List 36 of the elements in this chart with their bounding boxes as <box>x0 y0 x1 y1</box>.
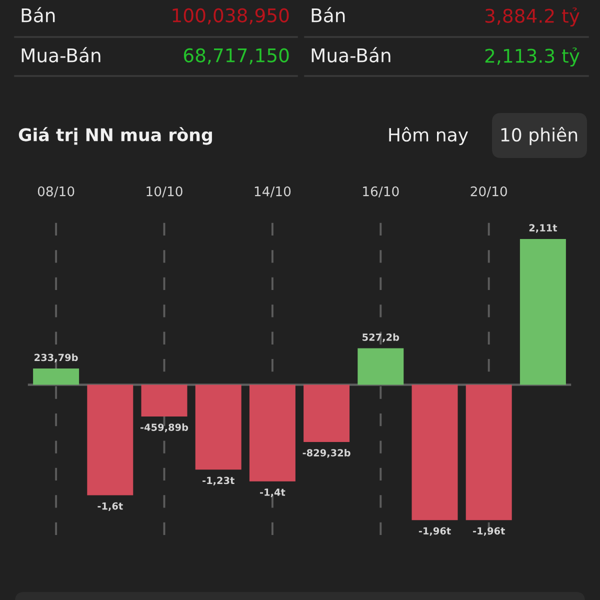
bar <box>141 384 188 416</box>
bar <box>358 348 404 385</box>
bar <box>520 238 566 385</box>
text: 68,717,150 <box>184 48 289 64</box>
data-label: -1,4t <box>260 488 286 498</box>
text: Bán <box>312 7 345 22</box>
data-label: -1,96t <box>418 527 451 536</box>
data-label: 233,79b <box>34 354 78 362</box>
x-tick-label: 08/10 <box>38 186 74 198</box>
text: Hôm nay <box>389 126 468 146</box>
text: 10 phiên <box>501 126 578 146</box>
bar <box>195 384 242 470</box>
text: 2,113.3 tỷ <box>485 47 580 67</box>
bar <box>249 384 296 482</box>
x-tick-label: 14/10 <box>254 186 291 198</box>
bar <box>466 384 512 520</box>
data-label: -459,89b <box>140 423 188 432</box>
bar <box>33 368 80 385</box>
chart-title: Giá trị NN mua ròng <box>18 127 212 145</box>
data-label: 2,11t <box>529 224 558 233</box>
text: Mua-Bán <box>22 47 100 62</box>
data-label: -829,32b <box>302 448 350 458</box>
text: 100,038,950 <box>172 8 289 24</box>
data-label: 527,2b <box>362 333 400 342</box>
data-label: -1,96t <box>473 527 505 536</box>
x-tick-label: 16/10 <box>363 186 399 198</box>
text: Mua-Bán <box>312 47 390 62</box>
data-label: -1,6t <box>98 502 123 511</box>
data-label: -1,23t <box>202 476 234 486</box>
bar <box>412 384 458 520</box>
x-tick-label: 20/10 <box>470 186 507 198</box>
bar <box>304 384 350 442</box>
x-tick-label: 10/10 <box>146 186 182 198</box>
text: Bán <box>22 7 55 22</box>
bar <box>87 384 134 496</box>
text: 3,884.2 tỷ <box>485 7 580 27</box>
